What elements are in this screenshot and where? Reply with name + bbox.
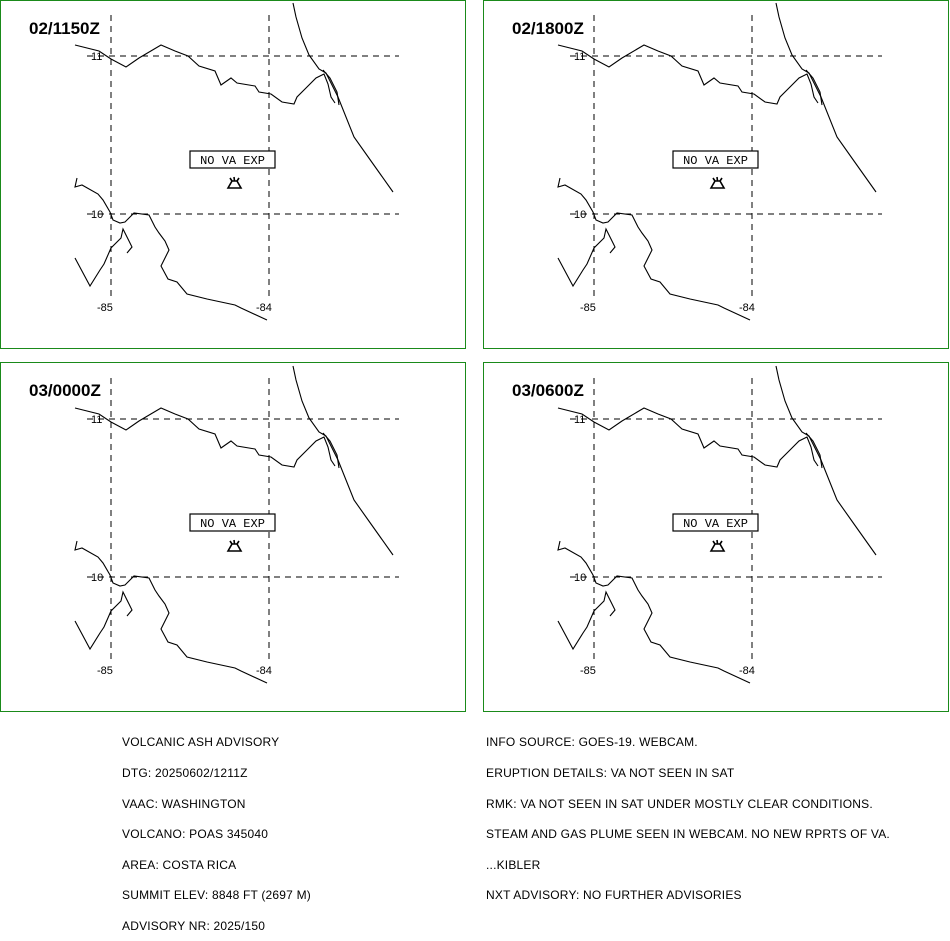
coastline-segment	[557, 540, 751, 684]
advisory-line: VOLCANO: POAS 345040	[122, 827, 269, 842]
volcano-icon	[709, 539, 726, 552]
coastline-segment	[557, 44, 819, 105]
longitude-label-84: -84	[739, 665, 755, 677]
longitude-label-84: -84	[256, 665, 272, 677]
coastline-segment	[805, 432, 823, 469]
status-box-label: NO VA EXP	[200, 154, 265, 168]
latitude-label-11: 11	[91, 414, 102, 426]
longitude-label-85: -85	[580, 302, 596, 314]
coastline-segment	[557, 407, 819, 468]
map-graphic: 11 10 -85 -84 NO VA EXP	[74, 365, 399, 684]
coastline-segment	[322, 69, 340, 106]
panel-time-label: 02/1800Z	[512, 19, 584, 38]
advisory-line: VOLCANIC ASH ADVISORY	[122, 735, 280, 750]
coastline-segment	[322, 432, 340, 469]
coastline-segment	[74, 590, 133, 651]
map-graphic: 11 10 -85 -84 NO VA EXP	[557, 2, 882, 321]
coastline-segment	[74, 540, 268, 684]
coastline-segment	[74, 407, 336, 468]
latitude-label-10: 10	[91, 572, 103, 584]
advisory-line: DTG: 20250602/1211Z	[122, 766, 248, 780]
latitude-label-11: 11	[91, 51, 102, 63]
latitude-label-10: 10	[91, 209, 103, 221]
volcano-icon	[226, 539, 243, 552]
forecast-panel-2: 11 10 -85 -84 NO VA EXP 02/1800Z	[483, 0, 949, 349]
coastline-segment	[557, 177, 751, 321]
latitude-label-10: 10	[574, 572, 586, 584]
advisory-line: VAAC: WASHINGTON	[122, 796, 246, 811]
coastline-segment	[292, 365, 394, 556]
advisory-line: RMK: VA NOT SEEN IN SAT UNDER MOSTLY CLE…	[486, 796, 873, 811]
advisory-line: INFO SOURCE: GOES-19. WEBCAM.	[486, 735, 698, 750]
status-box	[189, 513, 276, 532]
map-layer: 11 10 -85 -84 NO VA EXP	[557, 365, 882, 684]
map-graphic: 11 10 -85 -84 NO VA EXP	[74, 2, 399, 321]
forecast-panel-4: 11 10 -85 -84 NO VA EXP 03/0600Z	[483, 362, 949, 712]
longitude-label-85: -85	[97, 665, 113, 677]
map-graphic: 11 10 -85 -84 NO VA EXP	[557, 365, 882, 684]
coastline-segment	[74, 177, 268, 321]
longitude-label-84: -84	[256, 302, 272, 314]
status-box	[672, 513, 759, 532]
longitude-label-85: -85	[580, 665, 596, 677]
status-box-label: NO VA EXP	[200, 517, 265, 531]
volcano-icon	[709, 176, 726, 189]
map-layer: 11 10 -85 -84 NO VA EXP	[74, 365, 399, 684]
map-layer: 11 10 -85 -84 NO VA EXP	[74, 2, 399, 321]
latitude-label-11: 11	[574, 51, 585, 63]
coastline-segment	[805, 69, 823, 106]
advisory-left-block: VOLCANIC ASH ADVISORY DTG: 20250602/1211…	[122, 717, 311, 941]
advisory-line: ERUPTION DETAILS: VA NOT SEEN IN SAT	[486, 766, 735, 780]
advisory-line: AREA: COSTA RICA	[122, 857, 237, 872]
advisory-line: ADVISORY NR: 2025/150	[122, 918, 266, 933]
advisory-right-block: INFO SOURCE: GOES-19. WEBCAM. ERUPTION D…	[486, 717, 890, 911]
volcano-icon	[226, 176, 243, 189]
advisory-line: NXT ADVISORY: NO FURTHER ADVISORIES	[486, 888, 742, 903]
advisory-line: SUMMIT ELEV: 8848 FT (2697 M)	[122, 888, 311, 903]
status-box-label: NO VA EXP	[683, 517, 748, 531]
status-box-label: NO VA EXP	[683, 154, 748, 168]
latitude-label-10: 10	[574, 209, 586, 221]
forecast-panel-1: 11 10 -85 -84 NO VA EXP 02/1150Z	[0, 0, 466, 349]
coastline-segment	[557, 590, 616, 651]
longitude-label-84: -84	[739, 302, 755, 314]
status-box	[189, 150, 276, 169]
panel-time-label: 03/0600Z	[512, 381, 584, 400]
map-layer: 11 10 -85 -84 NO VA EXP	[557, 2, 882, 321]
advisory-line: STEAM AND GAS PLUME SEEN IN WEBCAM. NO N…	[486, 827, 890, 842]
coastline-segment	[557, 227, 616, 288]
panel-time-label: 02/1150Z	[29, 19, 100, 38]
longitude-label-85: -85	[97, 302, 113, 314]
latitude-label-11: 11	[574, 414, 585, 426]
advisory-line: ...KIBLER	[486, 857, 541, 872]
coastline-segment	[775, 2, 877, 193]
status-box	[672, 150, 759, 169]
coastline-segment	[74, 227, 133, 288]
coastline-segment	[292, 2, 394, 193]
forecast-panel-3: 11 10 -85 -84 NO VA EXP 03/0000Z	[0, 362, 466, 712]
coastline-segment	[74, 44, 336, 105]
coastline-segment	[775, 365, 877, 556]
panel-time-label: 03/0000Z	[29, 381, 101, 400]
